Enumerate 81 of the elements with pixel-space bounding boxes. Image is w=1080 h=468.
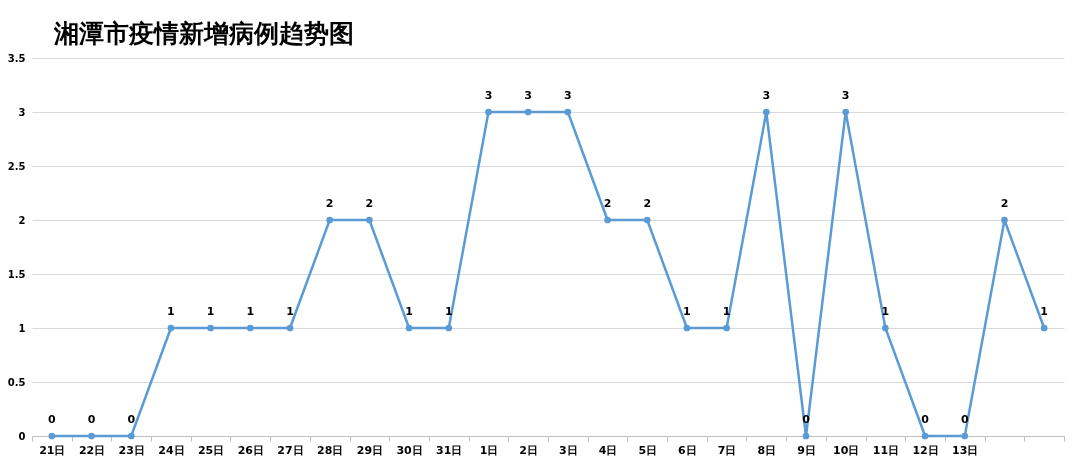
data-label: 2 <box>325 197 334 210</box>
data-label: 1 <box>1040 305 1048 318</box>
data-label: 0 <box>48 413 57 426</box>
data-label: 3 <box>484 89 493 102</box>
point <box>207 324 214 332</box>
point <box>802 432 810 440</box>
data-label: 0 <box>127 413 136 426</box>
x-tick-label: 5日 <box>638 443 658 457</box>
point <box>1001 216 1008 224</box>
data-label: 0 <box>921 413 930 426</box>
data-label: 3 <box>524 89 532 102</box>
y-tick-label: 3.5 <box>7 52 26 64</box>
point <box>842 108 850 116</box>
data-label: 3 <box>762 89 771 102</box>
data-label: 1 <box>206 305 215 318</box>
x-tick-label: 29日 <box>356 443 384 457</box>
point <box>286 324 294 332</box>
point <box>445 324 453 332</box>
point <box>366 216 373 224</box>
x-tick-label: 11日 <box>872 443 900 457</box>
point <box>88 432 95 440</box>
point <box>723 324 730 332</box>
x-tick-label: 9日 <box>797 443 816 457</box>
point <box>246 324 254 332</box>
x-tick-label: 7日 <box>717 443 737 457</box>
y-tick-label: 1 <box>18 322 26 334</box>
x-tick-label: 1日 <box>479 443 499 457</box>
x-tick-label: 12日 <box>912 443 939 457</box>
data-label: 2 <box>365 197 374 210</box>
data-label: 2 <box>1000 197 1009 210</box>
data-label: 2 <box>603 197 612 210</box>
y-tick-label: 0.5 <box>7 376 26 388</box>
data-label: 1 <box>167 305 175 318</box>
data-label: 1 <box>405 305 413 318</box>
x-tick-label: 27日 <box>277 443 304 457</box>
y-tick-label: 1.5 <box>7 268 26 280</box>
point <box>683 324 691 332</box>
point <box>405 324 413 332</box>
y-tick-label: 3 <box>18 106 26 118</box>
x-tick-label: 6日 <box>678 443 697 457</box>
point <box>1040 324 1048 332</box>
data-label: 3 <box>564 89 572 102</box>
point <box>524 108 532 116</box>
point <box>921 432 929 440</box>
x-tick-label: 3日 <box>559 443 578 457</box>
x-tick-label: 28日 <box>317 443 344 457</box>
x-tick-label: 23日 <box>118 443 145 457</box>
chart-title: 湘潭市疫情新增病例趋势图 <box>53 19 354 48</box>
point <box>643 216 651 224</box>
point <box>167 324 175 332</box>
data-label: 1 <box>683 305 691 318</box>
x-tick-label: 31日 <box>436 443 463 457</box>
point <box>762 108 770 116</box>
x-tick-label: 2日 <box>519 443 538 457</box>
data-label: 0 <box>802 413 811 426</box>
point <box>48 432 56 440</box>
data-label: 1 <box>246 305 255 318</box>
data-label: 0 <box>87 413 96 426</box>
y-tick-label: 2 <box>18 214 26 226</box>
x-tick-label: 30日 <box>396 443 423 457</box>
point <box>326 216 334 224</box>
point <box>127 432 135 440</box>
x-tick-label: 13日 <box>952 443 979 457</box>
x-tick-label: 10日 <box>833 443 860 457</box>
point <box>564 108 572 116</box>
point <box>485 108 492 116</box>
x-tick-label: 8日 <box>757 443 777 457</box>
point <box>604 216 611 224</box>
point <box>961 432 969 440</box>
data-label: 1 <box>286 305 294 318</box>
point <box>882 324 889 332</box>
x-tick-label: 4日 <box>598 443 618 457</box>
data-label: 2 <box>643 197 652 210</box>
data-label: 3 <box>841 89 850 102</box>
x-tick-label: 22日 <box>78 443 106 457</box>
x-tick-label: 26日 <box>237 443 264 457</box>
x-tick-label: 21日 <box>39 443 66 457</box>
y-tick-label: 0 <box>18 430 26 442</box>
y-tick-label: 2.5 <box>7 160 26 172</box>
x-tick-label: 25日 <box>197 443 225 457</box>
x-tick-label: 24日 <box>158 443 185 457</box>
